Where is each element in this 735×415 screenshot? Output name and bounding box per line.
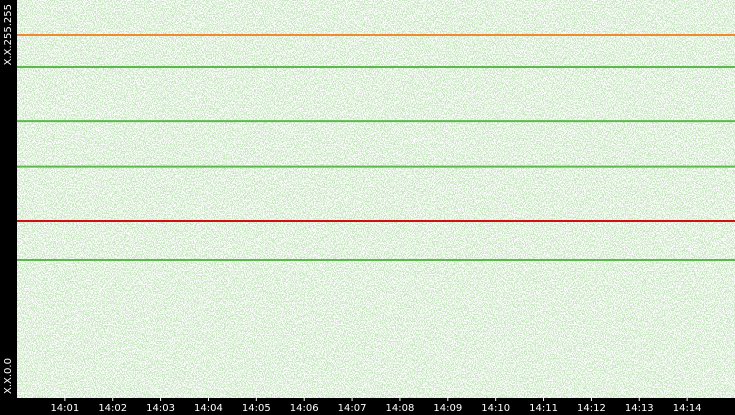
x-tick-label: 14:13 xyxy=(625,403,654,414)
x-tick-label: 14:06 xyxy=(290,403,319,414)
x-tick-label: 14:12 xyxy=(577,403,606,414)
x-tick-label: 14:05 xyxy=(242,403,271,414)
x-tick-label: 14:01 xyxy=(50,403,79,414)
y-tick-label: X.X.255.255 xyxy=(3,4,14,65)
x-tick-label: 14:09 xyxy=(433,403,462,414)
x-tick-label: 14:11 xyxy=(529,403,558,414)
x-tick-label: 14:04 xyxy=(194,403,223,414)
x-tick-label: 14:14 xyxy=(673,403,702,414)
x-tick-label: 14:02 xyxy=(98,403,127,414)
x-tick-label: 14:08 xyxy=(386,403,415,414)
x-tick-label: 14:03 xyxy=(146,403,175,414)
scan-density xyxy=(17,0,735,398)
x-tick-label: 14:07 xyxy=(338,403,367,414)
x-tick-label: 14:10 xyxy=(481,403,510,414)
y-tick-label: X.X.0.0 xyxy=(3,358,14,394)
